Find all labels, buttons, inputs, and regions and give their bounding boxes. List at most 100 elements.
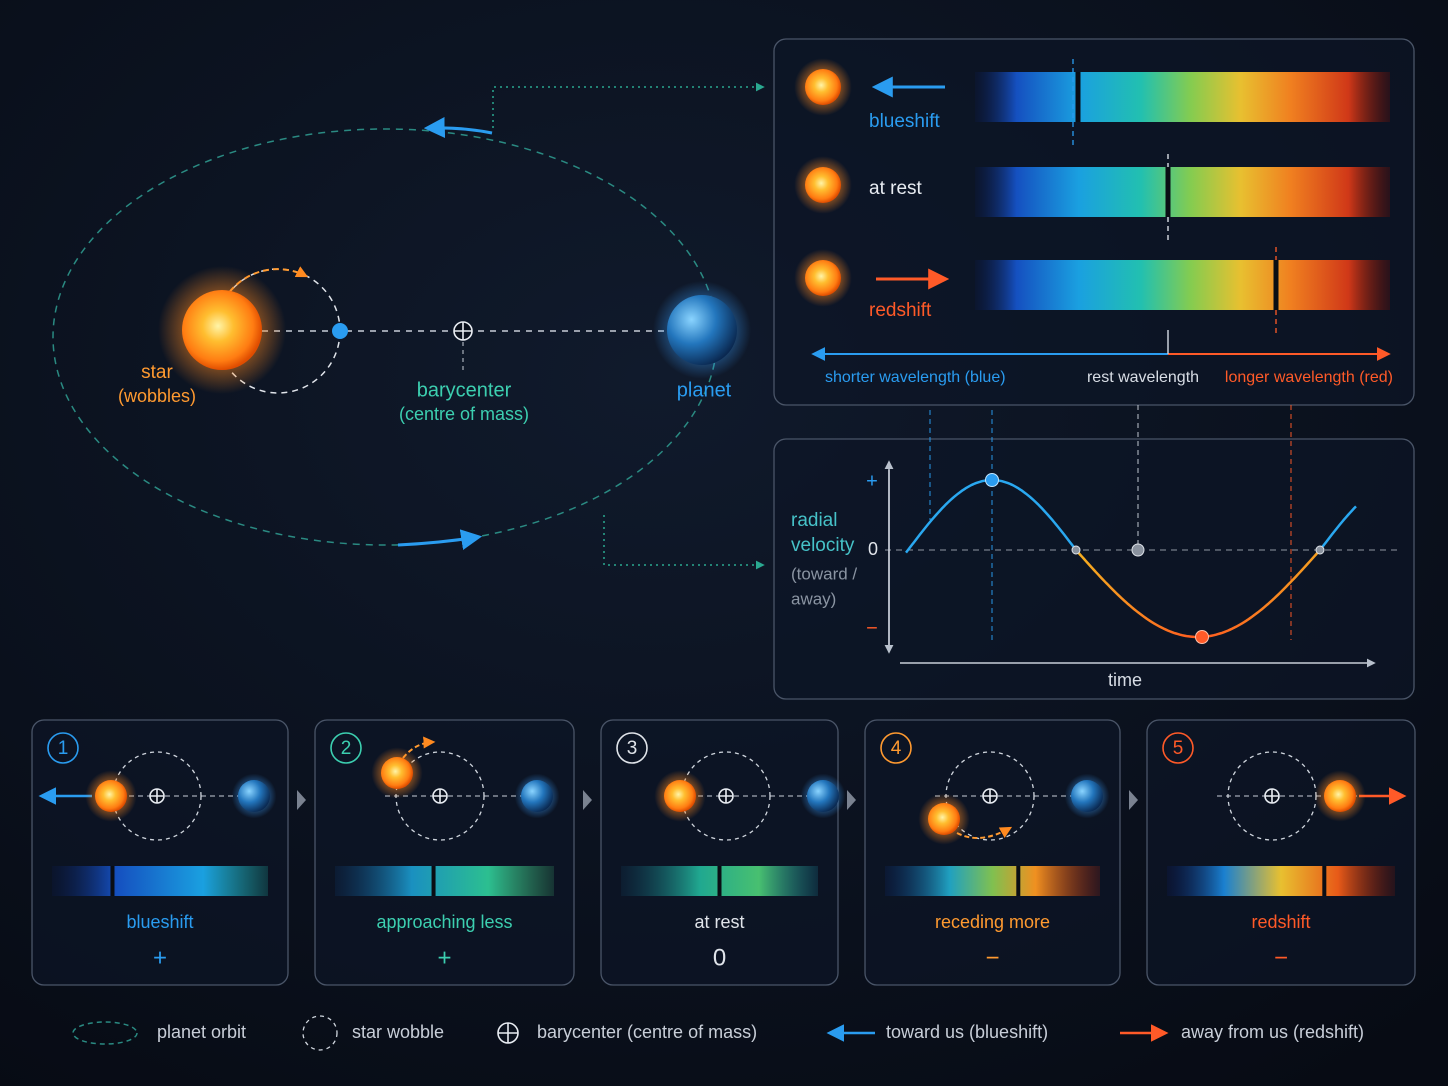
planet	[1071, 780, 1103, 812]
step-number: 2	[341, 738, 352, 759]
step-label: approaching less	[376, 912, 512, 932]
connector	[492, 82, 765, 128]
step-label: redshift	[1251, 912, 1310, 932]
star	[182, 290, 262, 370]
trough-point	[1195, 630, 1209, 644]
step-badge	[1162, 732, 1194, 764]
connector	[603, 515, 765, 570]
step-spectrum	[335, 866, 554, 896]
step-sign: −	[985, 944, 999, 971]
label: star	[141, 362, 173, 383]
legend-label: star wobble	[352, 1022, 444, 1042]
step-badge	[616, 732, 648, 764]
label: rest wavelength	[1087, 369, 1199, 386]
zero-point	[1131, 543, 1145, 557]
star-wobble-point	[332, 323, 348, 339]
planet	[521, 780, 553, 812]
spectra-panel	[773, 38, 1415, 406]
step-absorption-line	[1322, 866, 1327, 896]
step-absorption-line	[717, 866, 722, 896]
planet	[238, 780, 270, 812]
label: at rest	[869, 178, 923, 199]
step-label: receding more	[935, 912, 1050, 932]
step-chevron	[1129, 790, 1138, 810]
legend-label: toward us (blueshift)	[886, 1022, 1048, 1042]
label: velocity	[791, 535, 855, 556]
barycenter-cross	[719, 789, 733, 803]
legend-label: planet orbit	[157, 1022, 246, 1042]
step-absorption-line	[431, 866, 436, 896]
peak-point	[985, 473, 999, 487]
legend-wobble	[302, 1015, 338, 1051]
step-spectrum	[52, 866, 268, 896]
step-number: 3	[627, 738, 638, 759]
label: longer wavelength (red)	[1225, 369, 1393, 386]
step-absorption-line	[110, 866, 115, 896]
step-number: 1	[58, 738, 69, 759]
step-badge	[330, 732, 362, 764]
step-label: at rest	[694, 912, 744, 932]
planet	[667, 295, 737, 365]
step-number: 4	[891, 738, 902, 759]
legend-label: away from us (redshift)	[1181, 1022, 1364, 1042]
label: time	[1108, 670, 1142, 690]
star	[95, 780, 127, 812]
star	[805, 260, 841, 296]
star	[1324, 780, 1356, 812]
label: shorter wavelength (blue)	[825, 369, 1006, 386]
barycenter-cross	[498, 1023, 518, 1043]
step-sign: +	[153, 944, 167, 971]
step-chevron	[297, 790, 306, 810]
barycenter-cross	[433, 789, 447, 803]
absorption-line	[1273, 260, 1279, 310]
label: −	[866, 617, 878, 639]
step-spectrum	[1167, 866, 1395, 896]
spectrum-bar	[975, 167, 1390, 217]
step-number: 5	[1173, 738, 1184, 759]
label: (toward /	[791, 564, 857, 583]
spectrum-bar	[975, 72, 1390, 122]
label: +	[866, 470, 878, 492]
legend-orbit	[72, 1021, 138, 1045]
star	[928, 803, 960, 835]
label: blueshift	[869, 111, 940, 132]
velocity-curve	[1319, 505, 1357, 551]
label: (centre of mass)	[399, 404, 529, 424]
step-chevron	[583, 790, 592, 810]
barycenter-cross	[1265, 789, 1279, 803]
label: (wobbles)	[118, 386, 196, 406]
barycenter-cross	[150, 789, 164, 803]
absorption-line	[1075, 72, 1081, 122]
legend-label: barycenter (centre of mass)	[537, 1022, 757, 1042]
star	[664, 780, 696, 812]
star	[805, 69, 841, 105]
step-sign: +	[437, 944, 451, 971]
label: radial	[791, 510, 837, 531]
barycenter-cross	[454, 322, 472, 340]
step-chevron	[847, 790, 856, 810]
star	[381, 757, 413, 789]
label: planet	[677, 379, 732, 401]
step-badge	[880, 732, 912, 764]
step-panel	[864, 719, 1121, 986]
zero-point	[1315, 545, 1325, 555]
absorption-line	[1165, 167, 1171, 217]
step-absorption-line	[1016, 866, 1021, 896]
spectrum-bar	[975, 260, 1390, 310]
label: away)	[791, 589, 836, 608]
label: barycenter	[417, 379, 512, 401]
zero-point	[1071, 545, 1081, 555]
orbit-arrow-bottom	[397, 529, 483, 550]
step-badge	[47, 732, 79, 764]
step-label: blueshift	[126, 912, 193, 932]
step-sign: −	[1274, 944, 1288, 971]
label: 0	[868, 539, 878, 559]
orbit-arrow-top	[423, 117, 493, 139]
barycenter-cross	[983, 789, 997, 803]
label: redshift	[869, 300, 932, 321]
star	[805, 167, 841, 203]
step-spectrum	[885, 866, 1100, 896]
